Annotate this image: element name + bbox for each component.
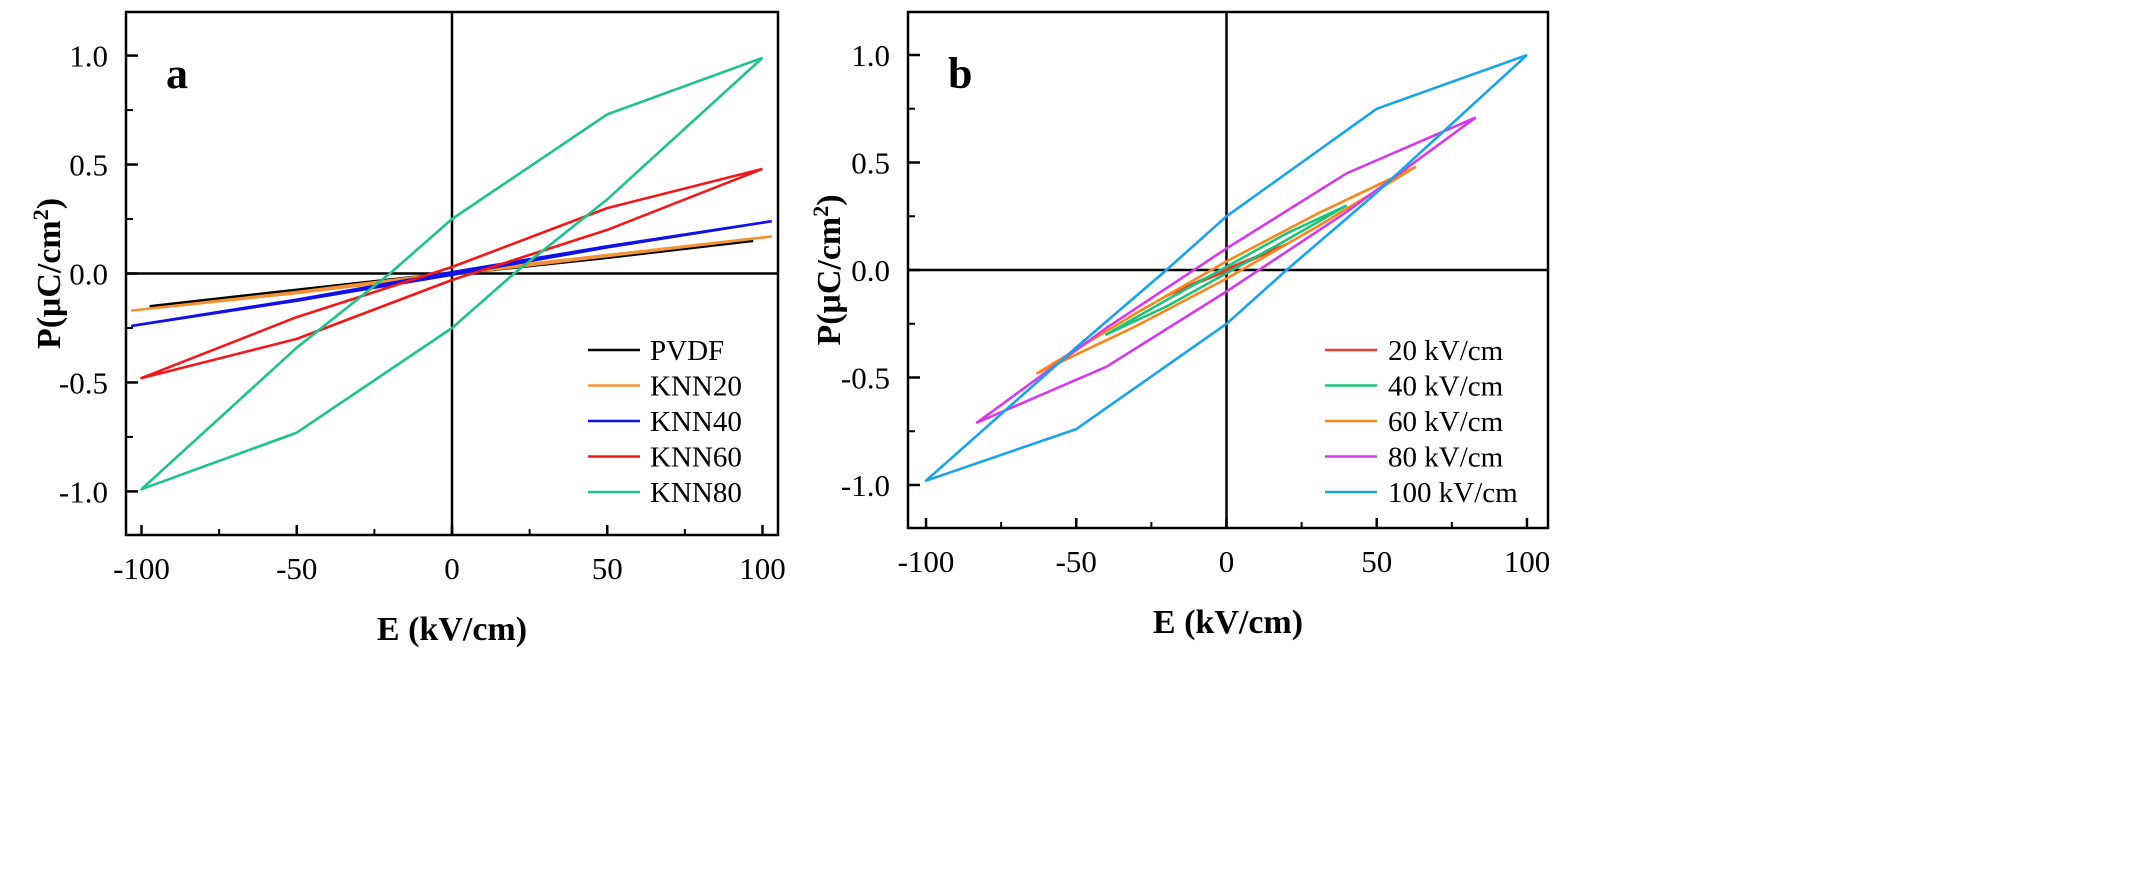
y-tick-label: -0.5 — [59, 365, 108, 400]
legend-label: KNN20 — [650, 371, 742, 403]
y-axis-title-main: P(μC/cm — [811, 217, 848, 346]
y-tick-label: 1.0 — [69, 39, 108, 74]
panel-label: b — [948, 49, 972, 98]
panel-label: a — [166, 49, 188, 98]
legend-label: 80 kV/cm — [1388, 442, 1504, 474]
y-tick-label: 0.5 — [69, 148, 108, 183]
legend-label: KNN80 — [650, 477, 742, 509]
x-tick-label: 50 — [592, 551, 623, 586]
legend-label: KNN60 — [650, 442, 742, 474]
panel-a: -100 -50 0 50 100 -1.0 -0.5 0.0 0.5 1.0 a E (kV/cm)… — [28, 10, 786, 648]
legend-label: PVDF — [650, 335, 724, 367]
y-axis-title: P(μC/cm2) — [808, 194, 848, 345]
series-loop-KNN60 — [140, 167, 763, 380]
y-tick-label: 0.0 — [69, 257, 108, 292]
legend-label: 20 kV/cm — [1388, 335, 1504, 367]
y-axis-title-superscript: 2 — [28, 209, 53, 220]
x-tick-label: -50 — [276, 551, 317, 586]
y-axis-title-close: ) — [31, 198, 68, 209]
y-tick-label: -0.5 — [841, 361, 890, 396]
y-tick-label: -1.0 — [59, 474, 108, 509]
series-loop-KNN40 — [130, 219, 773, 328]
y-tick-label: 0.0 — [851, 253, 890, 288]
legend-label: 100 kV/cm — [1388, 477, 1518, 509]
x-axis-title: E (kV/cm) — [1153, 604, 1303, 641]
legend-label: 60 kV/cm — [1388, 406, 1504, 438]
legend-label: KNN40 — [650, 406, 742, 438]
legend-label: 40 kV/cm — [1388, 371, 1504, 403]
x-tick-label: 0 — [444, 551, 460, 586]
x-tick-label: 50 — [1361, 544, 1392, 579]
x-tick-label: -100 — [898, 544, 955, 579]
x-tick-label: 100 — [1504, 544, 1551, 579]
y-tick-label: -1.0 — [841, 468, 890, 503]
y-axis-title-close: ) — [811, 194, 848, 205]
x-tick-label: -50 — [1056, 544, 1097, 579]
y-tick-label: 0.5 — [851, 146, 890, 181]
series-loop-KNN20 — [130, 235, 772, 312]
series-loop-100-kV-cm — [924, 53, 1528, 482]
x-tick-label: -100 — [113, 551, 170, 586]
series-loop-80-kV-cm — [975, 116, 1477, 424]
y-tick-label: 1.0 — [851, 38, 890, 73]
x-tick-label: 0 — [1219, 544, 1235, 579]
x-axis-title: E (kV/cm) — [377, 611, 527, 648]
series-loop-40-kV-cm — [1105, 204, 1348, 336]
y-axis-title: P(μC/cm2) — [28, 198, 68, 349]
series-loop-60-kV-cm — [1035, 165, 1417, 375]
x-tick-label: 100 — [739, 551, 786, 586]
panel-b: -100 -50 0 50 100 -1.0 -0.5 0.0 0.5 1.0 b E (kV/cm)… — [808, 10, 1551, 641]
series-loop-KNN80 — [140, 56, 764, 491]
y-axis-title-main: P(μC/cm — [31, 220, 68, 349]
y-axis-title-superscript: 2 — [808, 206, 833, 217]
